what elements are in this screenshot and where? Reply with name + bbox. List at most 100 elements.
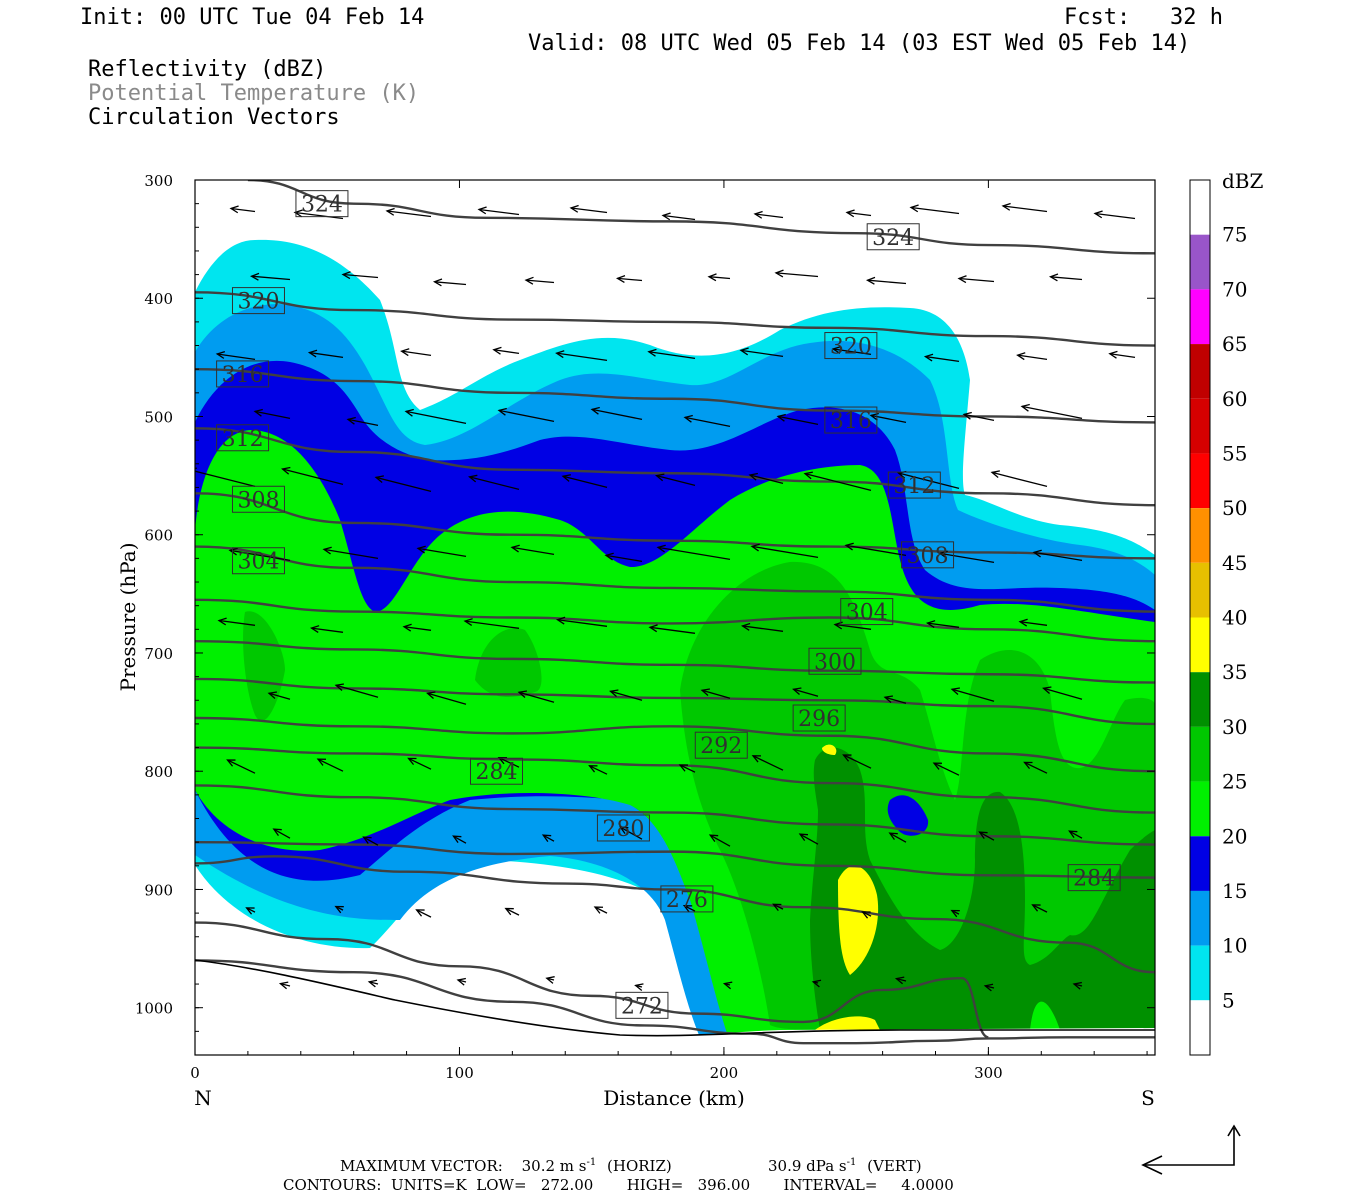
circulation-vector-head	[869, 412, 879, 421]
colorbar-label: 15	[1222, 879, 1247, 903]
circulation-vector-head	[950, 687, 960, 696]
circulation-vector	[591, 408, 643, 421]
circulation-vector-head	[1042, 686, 1052, 695]
contours-info-line: CONTOURS: UNITS=K LOW= 272.00 HIGH= 396.…	[283, 1176, 954, 1194]
contour-label-box	[808, 647, 862, 675]
circulation-vector	[294, 211, 344, 220]
circulation-vector-head	[983, 983, 994, 992]
contour-label-box	[887, 471, 941, 499]
circulation-vector	[773, 903, 784, 910]
circulation-vector-head	[772, 903, 782, 912]
theta-contour-296	[195, 716, 1155, 773]
contour-label-box	[840, 598, 894, 626]
circulation-vector	[268, 692, 291, 700]
theta-contour-332	[247, 180, 1155, 255]
reflectivity-35dbz	[815, 1016, 880, 1030]
colorbar-label: 60	[1222, 387, 1247, 411]
circulation-vector	[403, 626, 432, 631]
circulation-vector	[684, 416, 731, 428]
contour-label: 292	[700, 734, 742, 759]
circulation-vector-head	[925, 620, 936, 629]
circulation-vector-head	[1031, 904, 1041, 912]
circulation-vector-head	[655, 473, 665, 482]
y-tick-label: 800	[144, 763, 173, 781]
circulation-vector	[230, 207, 256, 213]
forecast-hour: Fcst: 32 h	[1064, 5, 1223, 30]
colorbar-segment	[1190, 180, 1210, 235]
circulation-vector-head	[1093, 210, 1103, 219]
contour-label-box	[824, 406, 878, 434]
y-axis-label: Pressure (hPa)	[116, 543, 140, 692]
theta-contour-328	[195, 291, 1155, 347]
circulation-vector	[1069, 830, 1083, 839]
horiz-max-value: 30.2 m s	[522, 1157, 587, 1175]
contour-label-box	[824, 332, 878, 360]
circulation-vector	[804, 473, 872, 492]
circulation-vector	[217, 353, 256, 361]
circulation-vector	[701, 689, 731, 699]
circulation-vector	[752, 755, 784, 771]
colorbar-frame	[1189, 179, 1211, 1056]
circulation-vector	[1050, 276, 1083, 281]
colorbar-segment	[1190, 453, 1210, 509]
circulation-vector	[218, 619, 256, 626]
circulation-vector	[740, 349, 784, 358]
circulation-vector	[843, 754, 872, 769]
circulation-vector	[610, 690, 643, 701]
circulation-vector-head	[228, 547, 238, 556]
theta-contour-292	[195, 746, 1155, 814]
circulation-vector-head	[682, 905, 693, 913]
circulation-vector	[416, 909, 432, 918]
circulation-vector-head	[346, 416, 356, 425]
vert-max-value: 30.9 dPa s	[768, 1157, 847, 1175]
circulation-vector-head	[517, 690, 527, 699]
circulation-vector-head	[957, 275, 967, 284]
circulation-vector-head	[245, 907, 255, 915]
circulation-vector-head	[753, 210, 763, 219]
circulation-vector-head	[634, 983, 644, 992]
contour-label-box	[596, 814, 650, 842]
reflectivity-30dbz	[810, 747, 1155, 1030]
circulation-vector-head	[407, 757, 417, 766]
circulation-vector-head	[803, 471, 813, 480]
circulation-vector-head	[609, 689, 619, 698]
circulation-vector-head	[497, 407, 507, 416]
circulation-vector-head	[962, 411, 972, 420]
circulation-vector-head	[452, 835, 462, 844]
circulation-vector-head	[226, 759, 236, 767]
circulation-vector	[834, 623, 872, 630]
circulation-vector-head	[293, 209, 303, 218]
circulation-vector	[708, 276, 731, 280]
circulation-vector	[251, 275, 291, 281]
contour-label: 312	[222, 427, 264, 452]
circulation-vector-head	[215, 350, 226, 359]
colorbar-label: 30	[1222, 715, 1247, 739]
circulation-vector	[335, 684, 379, 698]
contour-label-box	[901, 541, 955, 569]
circulation-vector-head	[683, 414, 693, 423]
circulation-vector-head	[1016, 352, 1026, 361]
circulation-vector-head	[990, 470, 1000, 479]
circulation-vector	[562, 475, 608, 489]
circulation-vector-head	[1048, 273, 1059, 282]
circulation-vector	[1109, 353, 1136, 359]
reflectivity-25dbz-cell	[243, 611, 285, 721]
circulation-vector-head	[950, 909, 960, 918]
colorbar-segment	[1190, 398, 1210, 454]
contour-label-box	[469, 757, 523, 785]
circulation-vector	[464, 620, 520, 629]
circulation-vector-head	[385, 207, 395, 216]
init-time: Init: 00 UTC Tue 04 Feb 14	[80, 5, 425, 30]
circulation-vector	[775, 272, 819, 278]
circulation-vector	[1033, 551, 1083, 562]
circulation-vector-head	[1068, 830, 1078, 839]
circulation-vector-head	[648, 624, 658, 633]
theta-contour-308	[195, 598, 1155, 643]
reference-vector-key	[1141, 1124, 1241, 1175]
contour-label: 308	[237, 488, 279, 513]
plot-frame	[194, 179, 1156, 1056]
circulation-vector	[408, 757, 432, 770]
contour-label: 300	[814, 650, 856, 675]
circulation-vector	[939, 552, 995, 564]
circulation-vector-head	[524, 276, 534, 285]
